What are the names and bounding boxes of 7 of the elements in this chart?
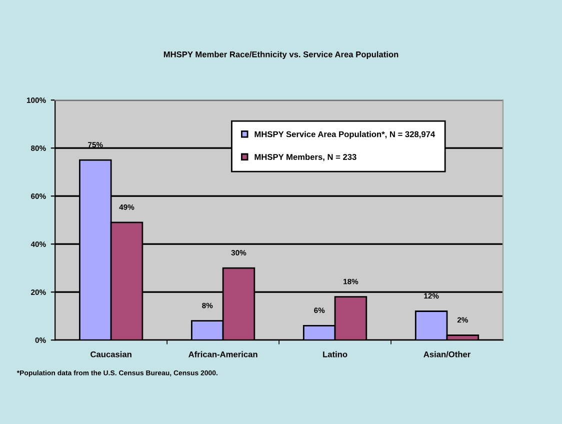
legend-label: MHSPY Members, N = 233 bbox=[254, 154, 356, 162]
x-tick-label: Latino bbox=[323, 351, 348, 358]
chart-title: MHSPY Member Race/Ethnicity vs. Service Area Population bbox=[164, 51, 398, 59]
x-tick-label: Caucasian bbox=[90, 351, 132, 358]
x-tick-label: Asian/Other bbox=[424, 351, 470, 358]
x-tick-label: African-American bbox=[188, 351, 258, 358]
legend-label: MHSPY Service Area Population*, N = 328,974 bbox=[254, 131, 436, 139]
